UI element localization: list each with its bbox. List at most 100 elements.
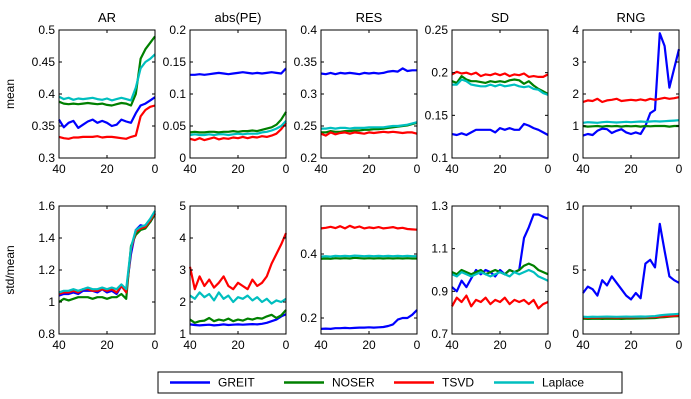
panel-9: 0.7 0.9 1.1 1.3 40 20 0 (431, 199, 551, 352)
series-line-tsvd (451, 294, 549, 310)
y-tick-label: 1.3 (431, 199, 448, 213)
y-tick-label: 5 (572, 263, 579, 277)
series-line-greit (320, 67, 417, 76)
y-tick-label: 0.1 (431, 151, 448, 165)
panel-2: 0 0.05 0.1 0.15 0.2 40 20 0 abs(PE) (163, 10, 290, 176)
legend-label-laplace: Laplace (542, 376, 584, 390)
y-tick-label: 0.2 (169, 23, 186, 37)
panel-10: 0 5 10 40 20 0 (566, 199, 683, 352)
y-tick-label: 0.25 (294, 119, 318, 133)
y-axis-label: mean (3, 79, 17, 109)
x-tick-label: 0 (545, 162, 552, 176)
y-tick-label: 0.4 (300, 247, 317, 261)
legend-label-noser: NOSER (332, 376, 375, 390)
series-line-tsvd (58, 104, 156, 140)
x-tick-label: 40 (576, 338, 590, 352)
x-tick-label: 0 (283, 338, 290, 352)
x-tick-label: 0 (545, 338, 552, 352)
axes-box (320, 205, 418, 335)
x-tick-label: 40 (314, 338, 328, 352)
x-tick-label: 0 (283, 162, 290, 176)
x-tick-label: 40 (52, 162, 66, 176)
x-tick-label: 0 (152, 338, 159, 352)
series-line-noser (582, 124, 679, 128)
y-tick-label: 0.5 (38, 23, 55, 37)
y-tick-label: 0.15 (425, 108, 449, 122)
y-tick-label: 0 (179, 151, 186, 165)
series-line-laplace (189, 120, 287, 137)
y-tick-label: 0.7 (431, 327, 448, 341)
series-line-noser (320, 256, 417, 260)
series-line-greit (190, 67, 287, 76)
x-tick-label: 20 (362, 162, 376, 176)
y-tick-label: 0.3 (300, 87, 317, 101)
series-line-laplace (582, 312, 680, 319)
series-line-tsvd (582, 96, 680, 104)
x-tick-label: 20 (624, 162, 638, 176)
y-tick-label: 0.3 (38, 151, 55, 165)
series-line-tsvd (320, 130, 418, 137)
y-tick-label: 0.1 (169, 87, 186, 101)
x-tick-label: 0 (414, 162, 421, 176)
y-tick-label: 4 (179, 231, 186, 245)
y-tick-label: 0.2 (431, 66, 448, 80)
y-tick-label: 1.2 (38, 263, 55, 277)
axes-box (320, 29, 418, 159)
y-tick-label: 2 (572, 87, 579, 101)
x-tick-label: 20 (493, 162, 507, 176)
x-tick-label: 40 (576, 162, 590, 176)
x-tick-label: 20 (100, 338, 114, 352)
axes-box (451, 29, 549, 159)
panel-title: RES (356, 10, 383, 25)
series-line-laplace (321, 121, 418, 130)
x-tick-label: 20 (231, 338, 245, 352)
y-tick-label: 4 (572, 23, 579, 37)
series-line-greit (189, 313, 287, 327)
x-tick-label: 40 (445, 338, 459, 352)
y-tick-label: 0 (572, 327, 579, 341)
series-line-noser (189, 309, 287, 324)
series-line-laplace (451, 268, 549, 282)
x-tick-label: 20 (231, 162, 245, 176)
x-tick-label: 40 (183, 162, 197, 176)
panel-1: 0.3 0.35 0.4 0.45 0.5 40 20 0 AR mean (3, 10, 159, 176)
y-tick-label: 0.15 (163, 55, 187, 69)
series-line-tsvd (58, 211, 156, 296)
series-line-greit (582, 222, 680, 301)
panel-8: 0.2 0.4 40 20 0 (300, 205, 421, 352)
y-tick-label: 0.8 (38, 327, 55, 341)
panel-title: abs(PE) (215, 10, 262, 25)
panel-title: RNG (617, 10, 646, 25)
series-line-greit (58, 96, 156, 130)
series-line-noser (189, 111, 287, 134)
y-tick-label: 0.4 (300, 23, 317, 37)
x-tick-label: 40 (52, 338, 66, 352)
series-line-greit (582, 32, 681, 137)
y-tick-label: 3 (572, 55, 579, 69)
series-line-tsvd (320, 224, 418, 231)
series-line-greit (451, 213, 549, 293)
x-tick-label: 0 (676, 338, 683, 352)
y-tick-label: 10 (566, 199, 580, 213)
y-tick-label: 0.35 (32, 119, 56, 133)
series-line-greit (320, 309, 418, 330)
y-tick-label: 0.45 (32, 55, 56, 69)
series-line-tsvd (188, 232, 288, 291)
panel-7: 1 2 3 4 5 40 20 0 (179, 199, 289, 352)
x-tick-label: 20 (624, 338, 638, 352)
y-tick-label: 2 (179, 295, 186, 309)
y-tick-label: 1.6 (38, 199, 55, 213)
panel-4: 0.1 0.15 0.2 0.25 40 20 0 SD (425, 10, 552, 176)
y-axis-label: std/mean (3, 245, 17, 294)
axes-box (58, 29, 156, 159)
series-line-laplace (58, 210, 156, 294)
legend: GREIT NOSER TSVD Laplace (157, 371, 623, 394)
y-tick-label: 1 (572, 119, 579, 133)
series-line-tsvd (189, 122, 287, 142)
x-tick-label: 20 (100, 162, 114, 176)
y-tick-label: 0.35 (294, 55, 318, 69)
y-tick-label: 1 (48, 295, 55, 309)
y-tick-label: 1.1 (431, 242, 448, 256)
y-tick-label: 0.25 (425, 23, 449, 37)
